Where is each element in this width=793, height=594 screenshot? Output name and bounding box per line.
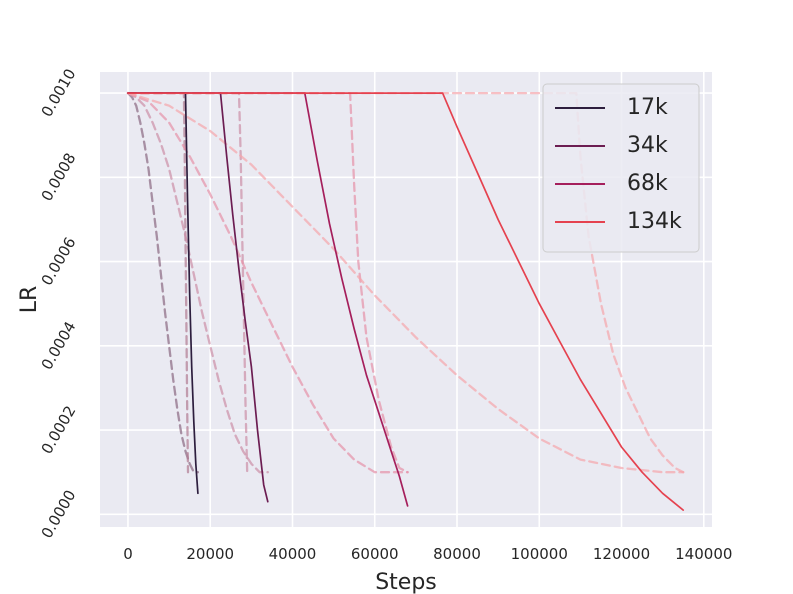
y-tick-label: 0.0004 xyxy=(38,318,80,372)
y-tick-label: 0.0008 xyxy=(38,150,80,204)
series-line-34k xyxy=(127,92,269,503)
x-tick-label: 80000 xyxy=(433,545,481,563)
x-tick-label: 20000 xyxy=(186,545,234,563)
x-axis-title: Steps xyxy=(375,570,437,594)
series-line-68k xyxy=(127,92,409,507)
series-lines xyxy=(126,91,685,511)
dashed-reference-line xyxy=(126,91,269,474)
y-tick-label: 0.0000 xyxy=(38,487,80,541)
y-tick-label: 0.0010 xyxy=(38,66,80,120)
series-line-134k xyxy=(127,92,685,511)
legend: 17k 34k 68k 134k xyxy=(542,83,700,253)
legend-box xyxy=(542,83,700,253)
series-line-17k xyxy=(127,92,199,495)
dashed-reference-line xyxy=(126,91,685,474)
dashed-reference-line xyxy=(126,91,409,474)
x-tick-label: 120000 xyxy=(593,545,650,563)
y-axis-title: LR xyxy=(17,286,42,314)
dashed-reference-line xyxy=(126,91,200,474)
x-tick-label: 60000 xyxy=(351,545,399,563)
y-tick-label: 0.0006 xyxy=(38,234,80,288)
legend-label-68k: 68k xyxy=(627,171,668,196)
legend-label-34k: 34k xyxy=(627,133,668,158)
x-tick-label: 0 xyxy=(123,545,133,563)
x-tick-label: 40000 xyxy=(269,545,317,563)
dashed-reference-line xyxy=(126,91,409,474)
x-tick-label: 100000 xyxy=(511,545,568,563)
legend-label-134k: 134k xyxy=(627,209,682,234)
y-tick-label: 0.0002 xyxy=(38,403,80,457)
legend-label-17k: 17k xyxy=(627,95,668,120)
x-tick-label: 140000 xyxy=(675,545,732,563)
